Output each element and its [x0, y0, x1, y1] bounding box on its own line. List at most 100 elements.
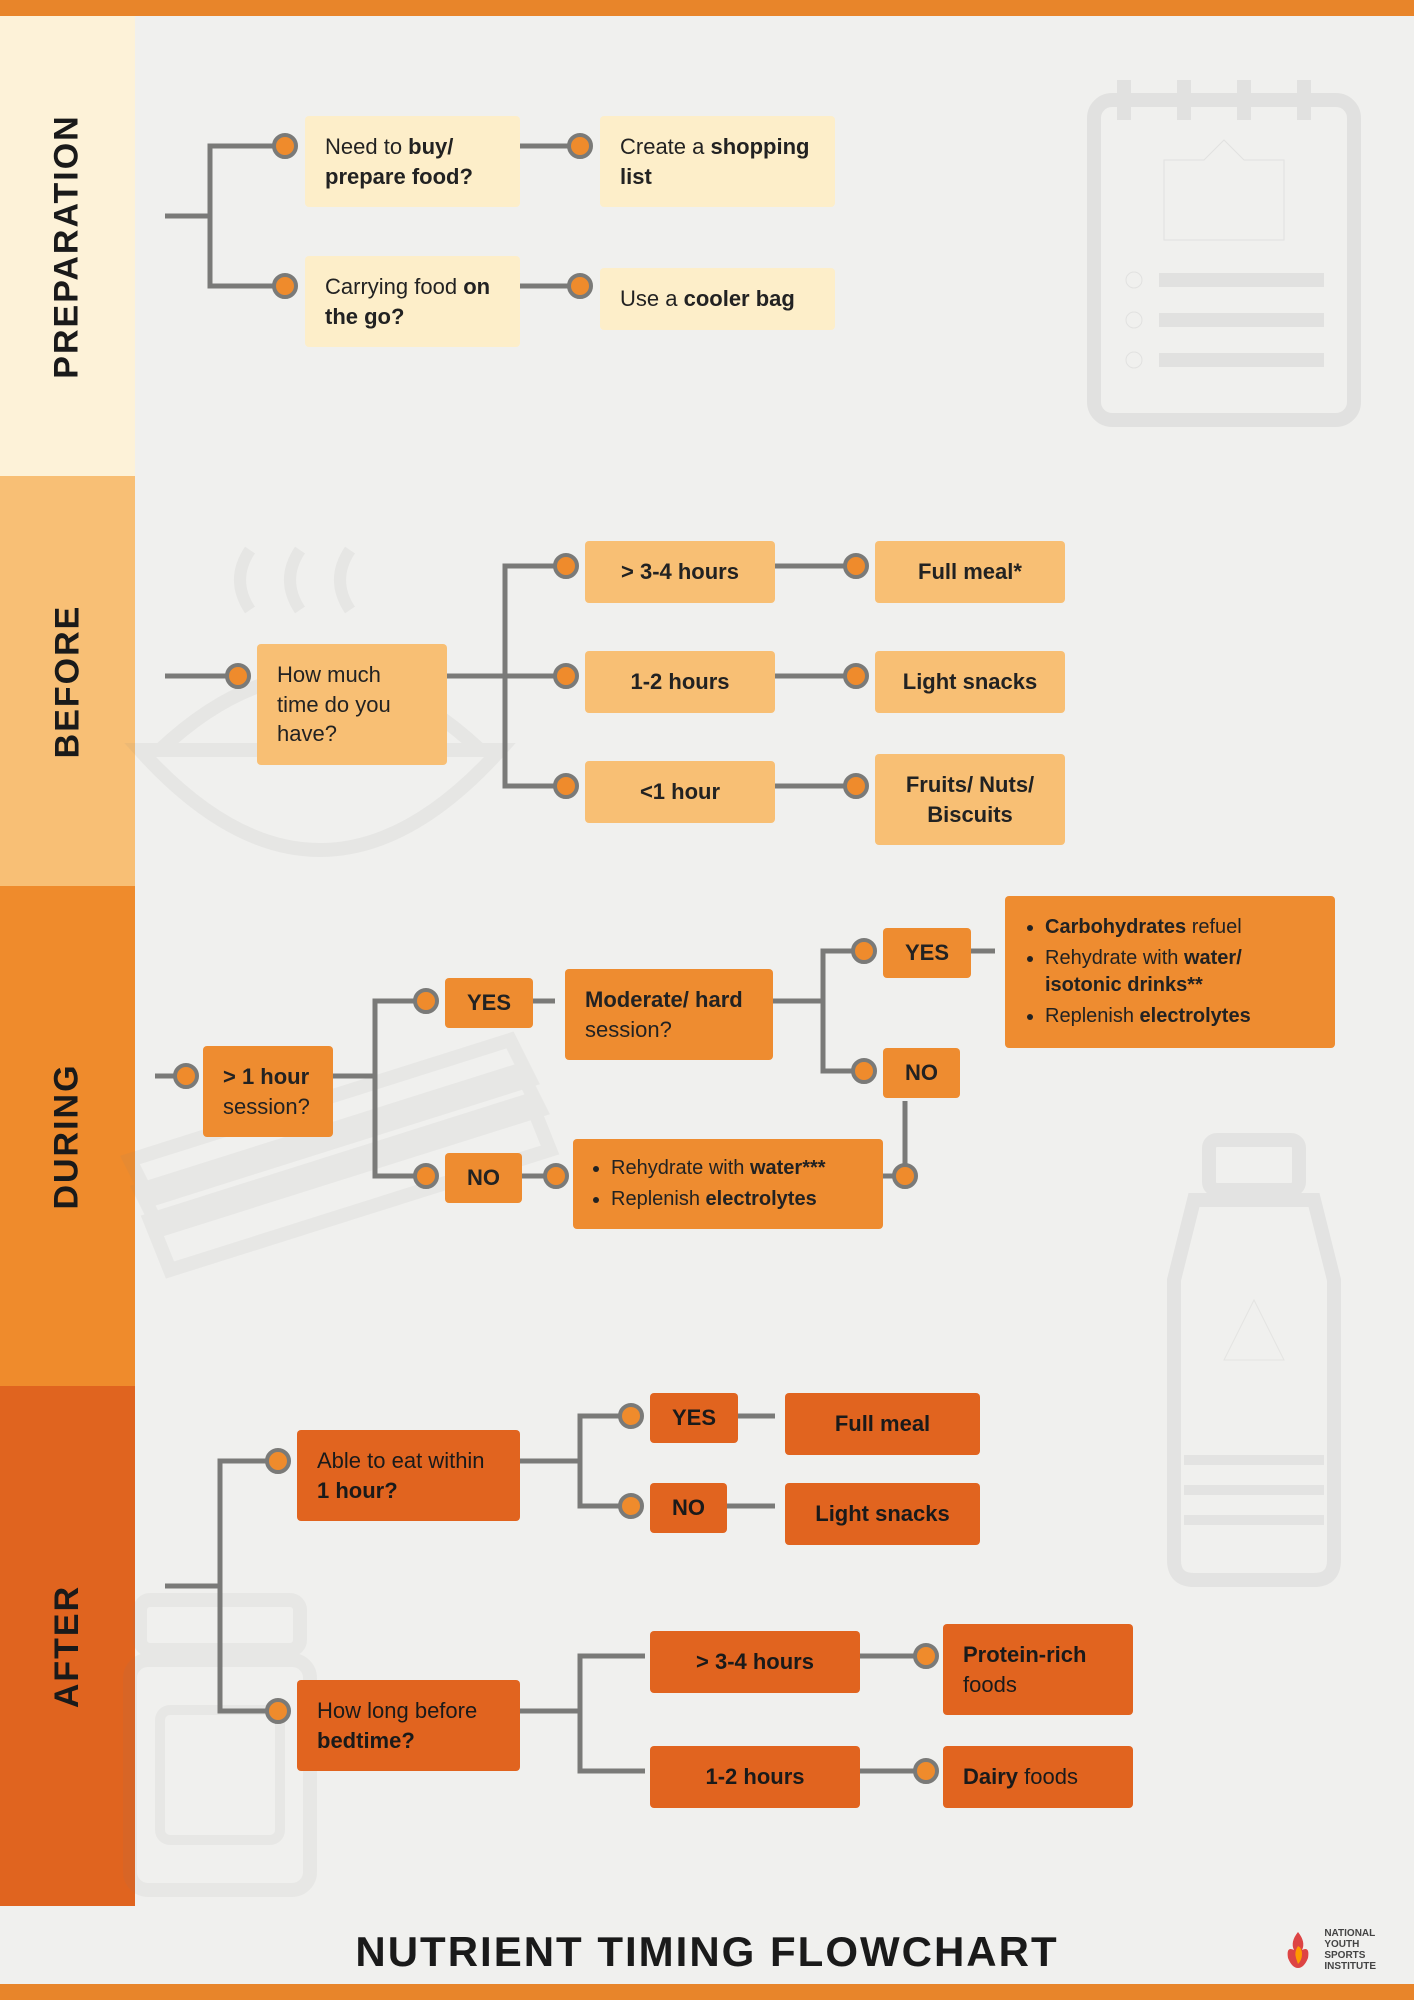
during-yes-result: Carbohydrates refuel Rehydrate with wate… — [1005, 896, 1335, 1048]
text: Replenish — [1045, 1005, 1140, 1027]
before-opt3: <1 hour — [585, 761, 775, 823]
text-bold: Dairy — [963, 1764, 1018, 1789]
during-q1: > 1 hour session? — [203, 1046, 333, 1137]
text-bold: cooler bag — [684, 286, 795, 311]
section-label: DURING — [48, 1063, 87, 1209]
logo-line: YOUTH — [1324, 1939, 1376, 1950]
bullet: Replenish electrolytes — [1045, 1003, 1317, 1030]
section-label: PREPARATION — [48, 114, 87, 378]
connector-dot — [618, 1493, 644, 1519]
connector-dot — [913, 1643, 939, 1669]
section-label: AFTER — [48, 1584, 87, 1707]
connector-dot — [413, 988, 439, 1014]
flame-icon — [1280, 1928, 1316, 1972]
connector-dot — [851, 1058, 877, 1084]
connector-dot — [173, 1063, 199, 1089]
connector-dot — [543, 1163, 569, 1189]
bullet-list: Carbohydrates refuel Rehydrate with wate… — [1045, 914, 1317, 1030]
connector-dot — [553, 773, 579, 799]
after-ans1: Protein-rich foods — [943, 1624, 1133, 1715]
text: Able to eat within — [317, 1448, 485, 1473]
top-accent-bar — [0, 0, 1414, 16]
flowchart-canvas: Need to buy/ prepare food? Create a shop… — [135, 16, 1414, 1928]
bullet: Replenish electrolytes — [611, 1186, 867, 1213]
bullet: Carbohydrates refuel — [1045, 914, 1317, 941]
text: > 3-4 hours — [696, 1649, 814, 1674]
after-opt2: 1-2 hours — [650, 1746, 860, 1808]
before-opt2: 1-2 hours — [585, 651, 775, 713]
bottom-accent-bar — [0, 1984, 1414, 2000]
text: YES — [467, 990, 511, 1015]
before-ans2: Light snacks — [875, 651, 1065, 713]
text: Create a — [620, 134, 711, 159]
connector-dot — [567, 273, 593, 299]
before-opt1: > 3-4 hours — [585, 541, 775, 603]
logo-line: SPORTS — [1324, 1950, 1376, 1961]
connector-dot — [413, 1163, 439, 1189]
connector-dot — [851, 938, 877, 964]
connector-dot — [265, 1698, 291, 1724]
text: Rehydrate with — [1045, 947, 1184, 969]
text: > 3-4 hours — [621, 559, 739, 584]
prep-a2: Use a cooler bag — [600, 268, 835, 330]
during-no2: NO — [883, 1048, 960, 1098]
connector-dot — [843, 663, 869, 689]
text: Use a — [620, 286, 684, 311]
chart-title: NUTRIENT TIMING FLOWCHART — [0, 1928, 1414, 1976]
during-no1: NO — [445, 1153, 522, 1203]
connector-dot — [618, 1403, 644, 1429]
text: Full meal* — [918, 559, 1022, 584]
text-bold: electrolytes — [706, 1188, 817, 1210]
connector-dot — [843, 773, 869, 799]
connector-dot — [265, 1448, 291, 1474]
connector-dot — [913, 1758, 939, 1784]
text-bold: > 1 hour — [223, 1064, 309, 1089]
text: How much time do you have? — [277, 662, 391, 746]
after-q1: Able to eat within 1 hour? — [297, 1430, 520, 1521]
during-q2: Moderate/ hard session? — [565, 969, 773, 1060]
text: Light snacks — [815, 1501, 949, 1526]
connector-dot — [272, 273, 298, 299]
text-bold: water*** — [750, 1157, 826, 1179]
during-yes2: YES — [883, 928, 971, 978]
connector-dot — [567, 133, 593, 159]
bullet-list: Rehydrate with water*** Replenish electr… — [611, 1155, 867, 1213]
logo-text: NATIONAL YOUTH SPORTS INSTITUTE — [1324, 1928, 1376, 1972]
text: Replenish — [611, 1188, 706, 1210]
connector-dot — [553, 553, 579, 579]
bullet: Rehydrate with water/ isotonic drinks** — [1045, 945, 1317, 999]
text-bold: Carbohydrates — [1045, 916, 1186, 938]
text: YES — [905, 940, 949, 965]
text: YES — [672, 1405, 716, 1430]
text: 1-2 hours — [630, 669, 729, 694]
text-bold: Moderate/ hard — [585, 987, 743, 1012]
text: 1-2 hours — [705, 1764, 804, 1789]
during-yes1: YES — [445, 978, 533, 1028]
connector-dot — [892, 1163, 918, 1189]
text: NO — [905, 1060, 938, 1085]
connector-dot — [272, 133, 298, 159]
after-ans-yes: Full meal — [785, 1393, 980, 1455]
prep-a1: Create a shopping list — [600, 116, 835, 207]
after-opt1: > 3-4 hours — [650, 1631, 860, 1693]
prep-q2: Carrying food on the go? — [305, 256, 520, 347]
after-no: NO — [650, 1483, 727, 1533]
text: Rehydrate with — [611, 1157, 750, 1179]
text-bold: electrolytes — [1140, 1005, 1251, 1027]
before-ans1: Full meal* — [875, 541, 1065, 603]
text: NO — [467, 1165, 500, 1190]
text: foods — [1018, 1764, 1078, 1789]
during-no-result: Rehydrate with water*** Replenish electr… — [573, 1139, 883, 1229]
text: session? — [585, 1017, 672, 1042]
after-ans2: Dairy foods — [943, 1746, 1133, 1808]
connector-dot — [225, 663, 251, 689]
after-q2: How long before bedtime? — [297, 1680, 520, 1771]
connector-dot — [843, 553, 869, 579]
text: Carrying food — [325, 274, 463, 299]
sidebar-preparation: PREPARATION — [0, 16, 135, 476]
text: Light snacks — [903, 669, 1037, 694]
logo-line: INSTITUTE — [1324, 1961, 1376, 1972]
after-yes: YES — [650, 1393, 738, 1443]
text-bold: 1 hour? — [317, 1478, 398, 1503]
text: How long before — [317, 1698, 477, 1723]
